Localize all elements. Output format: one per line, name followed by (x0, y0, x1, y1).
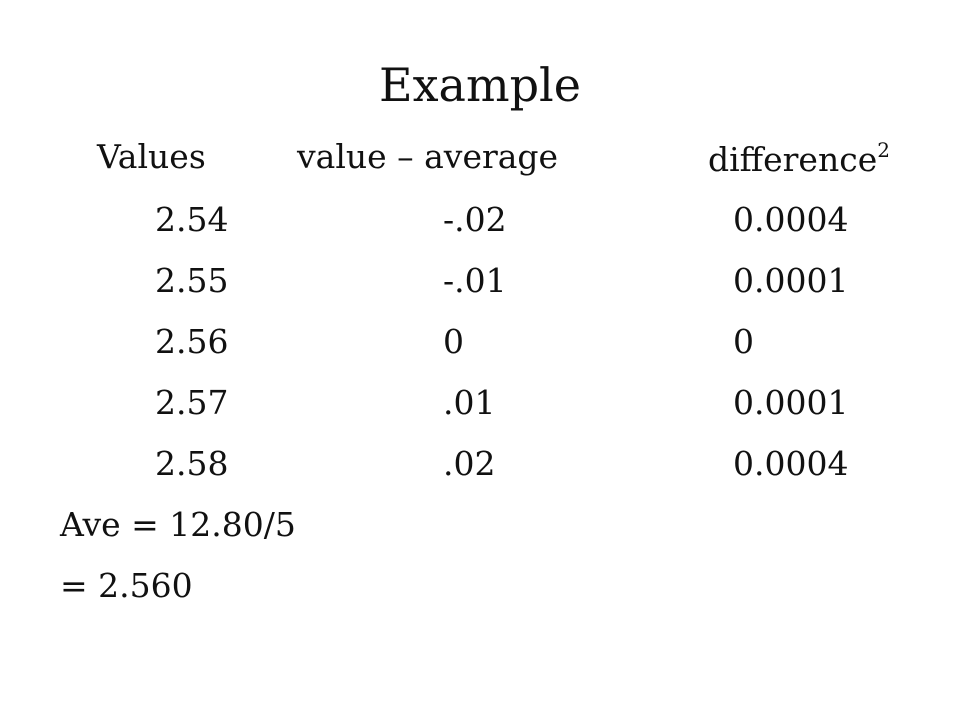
column-header: value – average (297, 137, 559, 176)
table-cell: 2.54 (155, 200, 229, 239)
column-header: Values (97, 137, 206, 176)
table-cell: -.02 (443, 200, 507, 239)
table-cell: .02 (443, 444, 496, 483)
column-header-wrap: difference2 (708, 140, 890, 176)
table-cell: 0.0001 (733, 383, 849, 422)
table-cell: 2.56 (155, 322, 229, 361)
table-cell: 2.58 (155, 444, 229, 483)
column-header: difference (708, 140, 878, 179)
table-cell: -.01 (443, 261, 507, 300)
table-cell: 0 (733, 322, 754, 361)
table-cell: 0.0001 (733, 261, 849, 300)
table-cell: 2.57 (155, 383, 229, 422)
table-cell: .01 (443, 383, 496, 422)
footer-line: Ave = 12.80/5 (60, 505, 296, 544)
superscript: 2 (877, 138, 890, 162)
table-cell: 0 (443, 322, 464, 361)
table-cell: 0.0004 (733, 200, 849, 239)
footer-line: = 2.560 (60, 566, 193, 605)
table-cell: 0.0004 (733, 444, 849, 483)
table-cell: 2.55 (155, 261, 229, 300)
slide-title: Example (379, 58, 581, 112)
